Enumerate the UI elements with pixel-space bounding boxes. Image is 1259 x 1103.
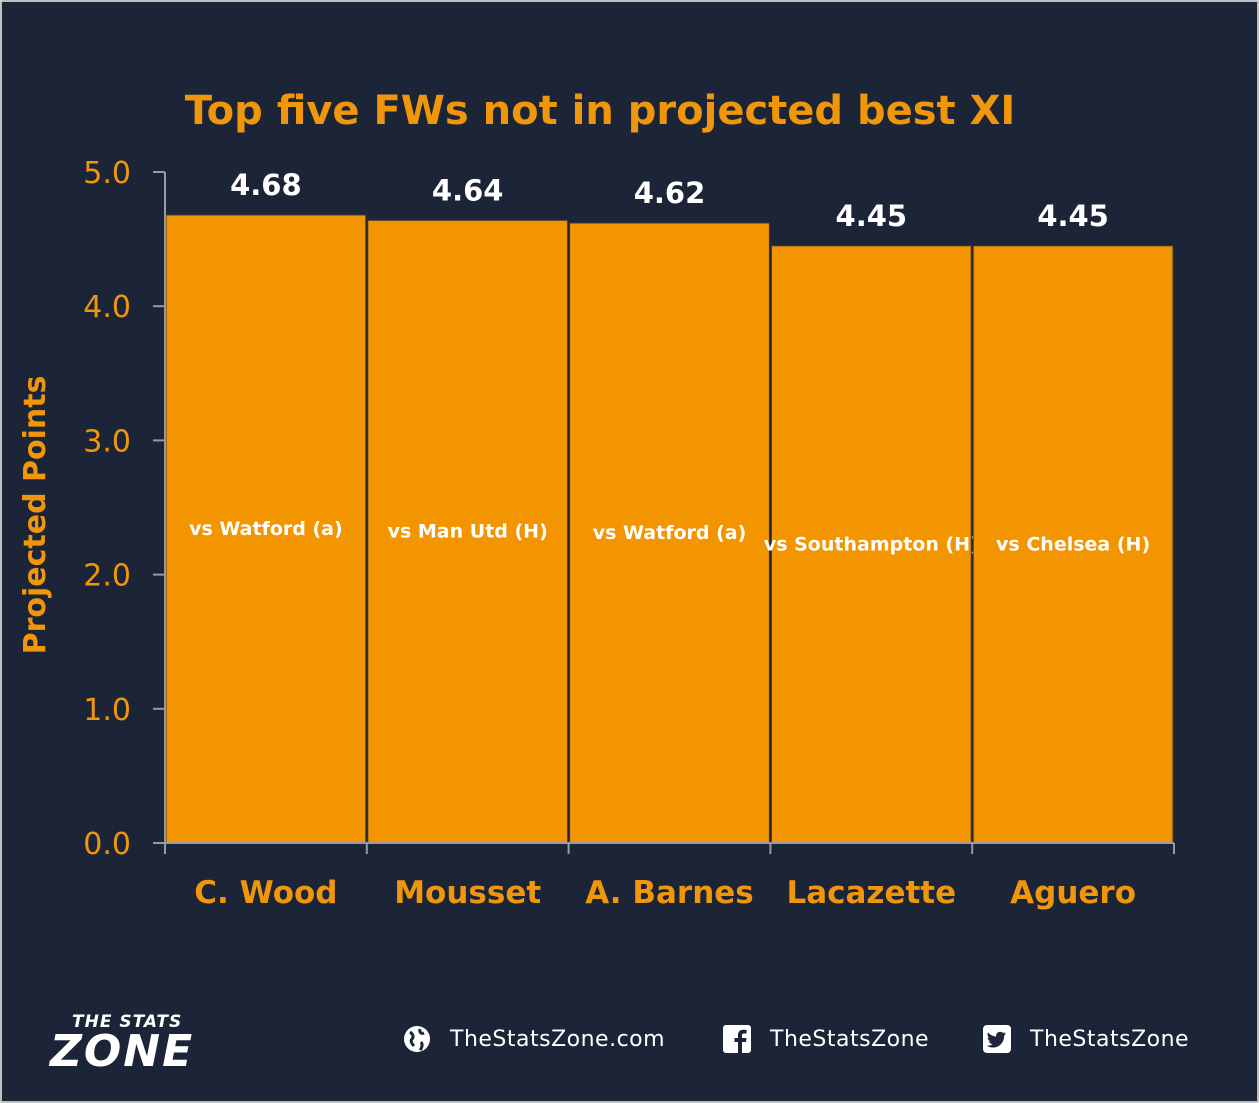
twitter-link[interactable]: TheStatsZone [982,1024,1189,1054]
facebook-text: TheStatsZone [770,1026,930,1052]
y-axis-label: Projected Points [18,376,53,655]
x-tick-label: A. Barnes [585,875,754,911]
fixture-label: vs Man Utd (H) [388,521,548,543]
y-tick-label: 0.0 [83,827,131,862]
value-label: 4.64 [432,173,504,207]
bars-layer: 4.68 vs Watford (a) 4.64 vs Man Utd (H) 4.62… [165,168,1174,844]
facebook-link[interactable]: TheStatsZone [722,1024,929,1054]
twitter-text: TheStatsZone [1030,1026,1190,1052]
y-tick-label: 3.0 [83,424,131,459]
y-tick-label: 1.0 [83,693,131,728]
value-label: 4.68 [230,168,302,202]
fixture-label: vs Watford (a) [189,518,343,540]
stats-zone-logo: THE STATS ZONE [50,1012,270,1082]
logo-main-text: ZONE [50,1026,195,1077]
y-tick-label: 5.0 [83,156,131,191]
bar-4 [770,245,972,844]
value-label: 4.45 [1037,199,1109,233]
bar-3 [569,222,770,844]
footer: THE STATS ZONE TheStatsZone.com TheStats… [0,1000,1259,1090]
globe-icon [404,1026,430,1052]
y-tick-label: 2.0 [83,559,131,594]
x-tick-label: Lacazette [786,875,956,911]
bar-1 [165,214,367,844]
fixture-label: vs Chelsea (H) [996,533,1150,555]
bar-2 [367,219,569,844]
axes-layer: C. Wood Mousset A. Barnes Lacazette Aguero 0.… [83,156,1175,911]
logo-top-text: THE STATS [72,1012,183,1032]
fixture-label: vs Watford (a) [593,522,747,544]
x-tick-label: Mousset [394,875,541,911]
value-label: 4.45 [836,199,908,233]
website-link[interactable]: TheStatsZone.com [402,1024,665,1054]
facebook-icon [723,1025,751,1053]
chart-title: Top five FWs not in projected best XI [185,88,1016,134]
value-label: 4.62 [634,176,706,210]
website-text: TheStatsZone.com [450,1026,666,1052]
x-tick-label: Aguero [1010,875,1136,911]
bar-5 [972,245,1174,844]
bar-chart: Top five FWs not in projected best XI Pr… [18,88,1175,911]
fixture-label: vs Southampton (H) [764,533,979,555]
x-tick-label: C. Wood [194,875,337,911]
twitter-icon [983,1025,1011,1053]
y-tick-label: 4.0 [83,290,131,325]
